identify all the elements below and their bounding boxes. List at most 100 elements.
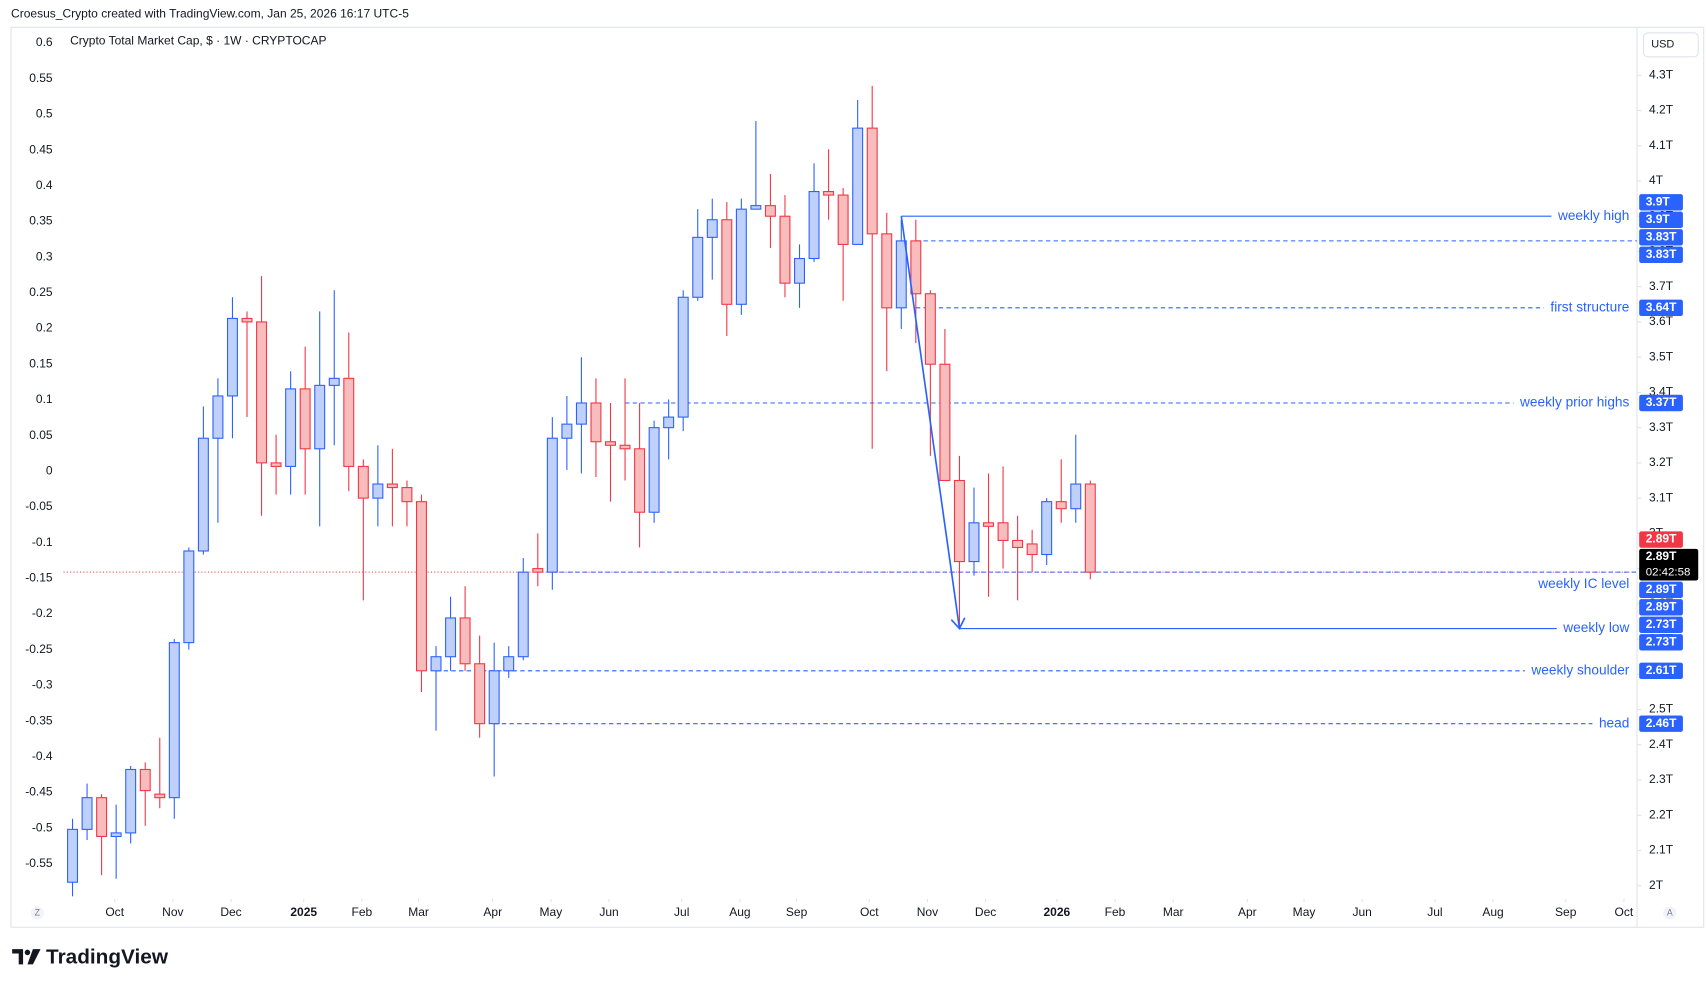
candle-body — [605, 441, 616, 446]
candle-body — [503, 656, 515, 672]
y2-tick-label: 0.25 — [29, 285, 53, 299]
candle-body — [183, 550, 195, 644]
candle-body — [546, 437, 558, 573]
price-badge-label: 2.61T — [1646, 663, 1677, 677]
y-tick-label: 2.1T — [1649, 843, 1674, 857]
candle-body — [852, 127, 864, 245]
candle-body — [561, 423, 573, 439]
currency-label[interactable]: USD — [1651, 39, 1674, 51]
price-badge-label: 2.73T — [1646, 634, 1677, 648]
candle-body — [168, 642, 180, 799]
x-tick-label: Mar — [408, 905, 429, 919]
x-tick-label: 2026 — [1043, 905, 1070, 919]
brand-logo — [12, 949, 41, 965]
y-tick-label: 4.1T — [1649, 138, 1674, 152]
right-button-label[interactable]: A — [1667, 907, 1673, 917]
candle-body — [241, 317, 253, 323]
y2-tick-label: 0.5 — [36, 107, 53, 121]
x-tick-label: Jun — [599, 905, 618, 919]
right-button[interactable] — [1663, 906, 1677, 920]
candle-body — [953, 479, 965, 563]
candle-body — [415, 501, 427, 672]
x-tick-label: Aug — [1482, 905, 1503, 919]
candle-body — [357, 465, 369, 499]
price-badge — [1639, 194, 1683, 211]
level-label: weekly high — [1557, 208, 1629, 223]
header: Croesus_Crypto created with TradingView.… — [11, 6, 409, 20]
left-button-label[interactable]: Z — [35, 907, 41, 917]
candle-body — [794, 257, 806, 284]
price-badge-label: 3.83T — [1646, 229, 1677, 243]
countdown: 02:42:58 — [1646, 566, 1691, 578]
y2-tick-label: -0.3 — [32, 678, 53, 692]
candle-body — [1026, 543, 1038, 556]
candle-body — [110, 832, 122, 837]
y-tick-label: 3.2T — [1649, 455, 1674, 469]
level-label: weekly IC level — [1537, 576, 1629, 591]
x-tick-label: Mar — [1163, 905, 1184, 919]
candle-body — [619, 444, 631, 450]
candle-body — [299, 388, 311, 450]
candle-body — [590, 402, 602, 443]
y2-tick-label: -0.5 — [32, 820, 53, 834]
candle-body — [881, 233, 893, 309]
y2-tick-label: -0.05 — [25, 499, 53, 513]
x-tick-label: Nov — [917, 905, 938, 919]
candle-body — [779, 215, 791, 284]
candle-body — [764, 205, 776, 217]
candle-body — [692, 236, 704, 298]
candle-body — [983, 522, 995, 527]
price-badge-label: 2.89T — [1646, 532, 1677, 546]
candle-body — [532, 568, 544, 573]
price-badge — [1639, 548, 1699, 581]
price-badge-label: 2.46T — [1646, 716, 1677, 730]
level-label: weekly shoulder — [1530, 662, 1629, 677]
candle-body — [430, 656, 442, 672]
candle-body — [648, 427, 660, 513]
candle-body — [997, 522, 1009, 541]
candle-body — [910, 240, 922, 295]
candle-body — [212, 395, 224, 439]
candle-body — [459, 617, 471, 665]
candle-body — [226, 317, 238, 397]
candle-body — [1070, 483, 1082, 510]
y2-tick-label: 0 — [46, 463, 53, 477]
y2-tick-label: 0.15 — [29, 356, 53, 370]
candle-body — [866, 127, 878, 235]
y2-tick-label: 0.3 — [36, 249, 53, 263]
candle-body — [154, 793, 166, 799]
x-tick-label: Jul — [1427, 905, 1442, 919]
candle-body — [314, 384, 326, 450]
price-badge-label: 2.89T — [1646, 549, 1677, 563]
candle-body — [517, 571, 529, 658]
candle-body — [96, 797, 108, 837]
y2-tick-label: 0.6 — [36, 35, 53, 49]
candle-body — [1055, 501, 1067, 510]
x-tick-label: Jul — [674, 905, 689, 919]
level-label: first structure — [1550, 299, 1629, 314]
x-tick-label: Sep — [1555, 905, 1577, 919]
candle-body — [837, 194, 849, 245]
y2-tick-label: -0.35 — [25, 713, 53, 727]
candle-body — [634, 448, 646, 513]
currency-button[interactable] — [1643, 32, 1699, 58]
x-tick-label: Feb — [1105, 905, 1126, 919]
y-tick-label: 3.3T — [1649, 420, 1674, 434]
price-badge-label: 2.89T — [1646, 600, 1677, 614]
x-tick-label: Nov — [162, 905, 183, 919]
candle-body — [1041, 501, 1053, 556]
candle-body — [488, 670, 500, 725]
y-tick-label: 2.5T — [1649, 702, 1674, 716]
candle-body — [968, 522, 980, 563]
y2-tick-label: -0.1 — [32, 535, 53, 549]
y2-tick-label: -0.55 — [25, 856, 53, 870]
candle-body — [81, 797, 93, 830]
y-tick-label: 3.1T — [1649, 490, 1674, 504]
left-button[interactable] — [30, 906, 44, 920]
candle-body — [328, 377, 340, 386]
y2-tick-label: -0.45 — [25, 785, 53, 799]
level-label: weekly low — [1562, 620, 1629, 635]
candle-body — [663, 416, 675, 429]
price-badge — [1639, 211, 1683, 229]
y2-tick-label: -0.4 — [32, 749, 53, 763]
